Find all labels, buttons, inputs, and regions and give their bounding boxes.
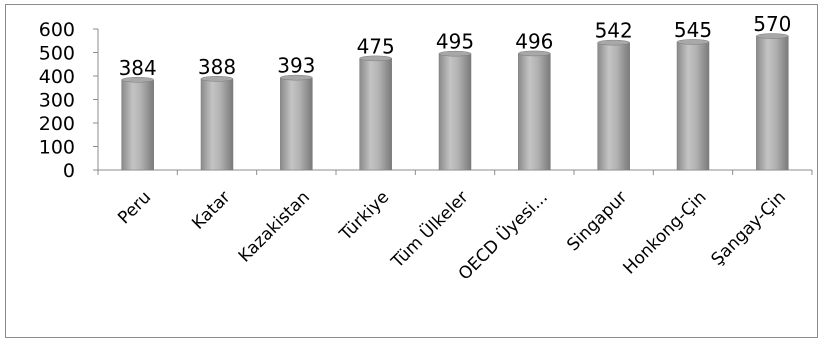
bar-cap xyxy=(518,50,551,57)
data-label: 388 xyxy=(198,55,236,79)
bar-cap xyxy=(280,74,313,81)
bar-cap xyxy=(597,39,630,46)
bar-cap xyxy=(200,76,234,82)
bar xyxy=(676,41,710,171)
y-tick-label: 500 xyxy=(39,43,75,65)
bar-cap xyxy=(438,50,472,57)
bar xyxy=(200,78,234,171)
data-label: 496 xyxy=(515,29,553,53)
data-label: 475 xyxy=(357,34,395,58)
data-label: 384 xyxy=(119,56,157,80)
bar xyxy=(597,42,630,171)
bar xyxy=(756,35,789,171)
bar xyxy=(438,53,472,171)
category-label: Singapur xyxy=(563,187,631,255)
category-label: Kazakistan xyxy=(235,187,314,266)
category-label: Honkong-Çin xyxy=(620,187,711,278)
data-label: 542 xyxy=(595,19,633,43)
data-label: 570 xyxy=(753,12,791,36)
bar xyxy=(121,79,154,171)
y-tick-label: 100 xyxy=(39,137,75,159)
y-tick-label: 300 xyxy=(39,90,75,112)
category-label: Şangay-Çin xyxy=(708,187,790,269)
category-label: Katar xyxy=(188,187,234,233)
category-label: Peru xyxy=(114,187,155,228)
category-label: Tüm Ülkeler xyxy=(386,186,473,273)
y-tick-label: 600 xyxy=(39,19,75,41)
bar xyxy=(518,53,551,171)
y-tick-label: 200 xyxy=(39,113,75,135)
bar xyxy=(280,77,313,171)
y-tick-label: 400 xyxy=(39,66,75,88)
bar xyxy=(359,58,392,171)
bar-cap xyxy=(359,55,392,62)
data-label: 393 xyxy=(277,54,315,78)
category-label: Türkiye xyxy=(335,187,393,245)
data-label: 545 xyxy=(674,18,712,42)
data-label: 495 xyxy=(436,30,474,54)
bar-cap xyxy=(756,33,789,39)
bar-cap xyxy=(121,77,154,83)
bar-cap xyxy=(676,39,710,45)
y-tick-label: 0 xyxy=(63,160,75,182)
